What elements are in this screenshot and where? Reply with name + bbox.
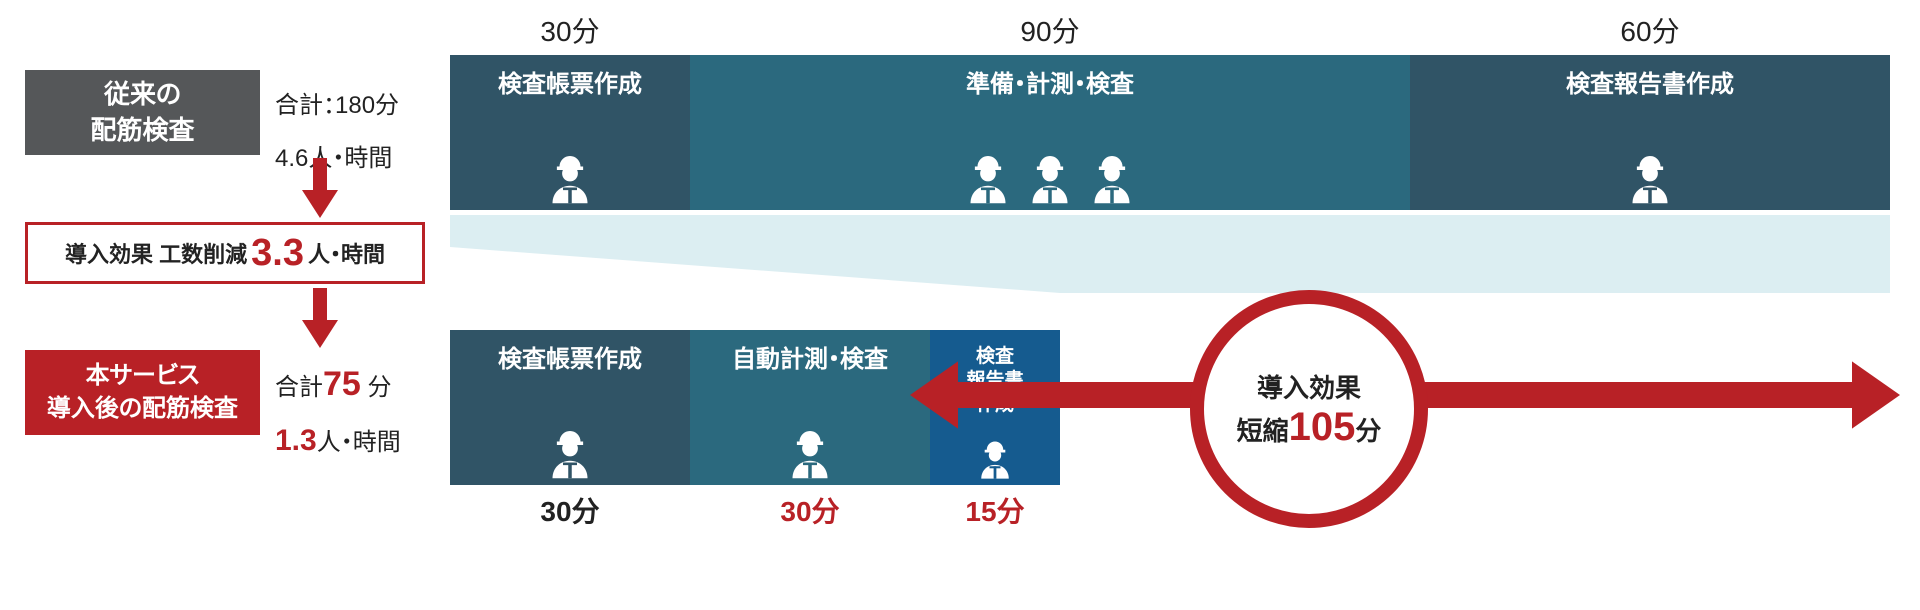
badge-line1: 導入効果: [1257, 368, 1361, 405]
reduction-badge: 導入効果 短縮105分: [1190, 290, 1428, 528]
badge-line2: 短縮105分: [1237, 405, 1382, 450]
reduction-arrow: [0, 0, 1920, 610]
